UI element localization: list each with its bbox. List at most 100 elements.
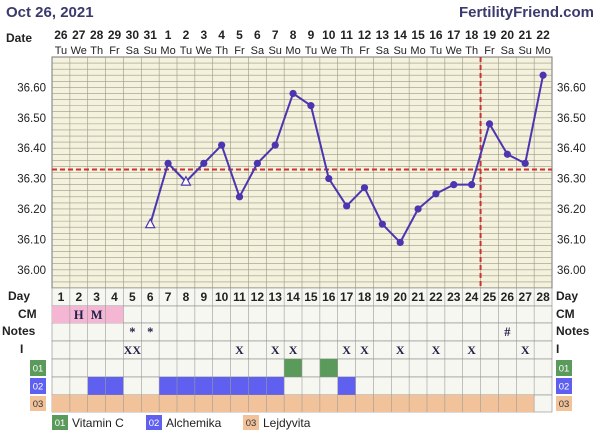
- weekday-label: Th: [215, 45, 228, 57]
- temperature-point: [164, 159, 172, 167]
- date-label: 9: [308, 28, 315, 42]
- weekday-label: Su: [518, 45, 531, 57]
- y-tick-label-right: 36.30: [557, 174, 586, 186]
- supplement-cell-03: [52, 395, 70, 412]
- cycle-day-label: 22: [429, 290, 443, 304]
- supplement-cell-03: [266, 395, 285, 412]
- supplement-cell-03: [284, 395, 302, 412]
- date-label: 28: [90, 28, 104, 42]
- date-label: 21: [519, 28, 533, 42]
- supplement-cell-03: [498, 395, 517, 412]
- supplement-cell-03: [516, 395, 535, 412]
- cycle-day-label: 12: [251, 290, 265, 304]
- cycle-day-label: 18: [358, 290, 372, 304]
- cm-cell-pink: [87, 306, 106, 323]
- temperature-axis: 36.00 36.00 36.10 36.10 36.20 36.20 36.30 36.30…: [17, 82, 586, 276]
- legend-id: 03: [246, 418, 257, 429]
- cm-cell-pink: [69, 306, 88, 323]
- temperature-point: [218, 141, 226, 149]
- supplement-cell-03: [302, 395, 320, 412]
- cycle-day-label: 15: [304, 290, 318, 304]
- cycle-day-label: 27: [519, 290, 533, 304]
- supplement-tag-right: [556, 396, 572, 411]
- supplement-cell-03: [177, 395, 195, 412]
- weekday-label: Th: [465, 45, 478, 57]
- weekday-label: Tu: [55, 45, 67, 57]
- i-row-label-right: I: [556, 342, 559, 356]
- supplement-cell-01: [319, 359, 338, 377]
- supplement-cell-03: [105, 395, 124, 412]
- temperature-point: [307, 102, 315, 110]
- supplement-cell-03: [141, 395, 160, 412]
- date-label: 14: [394, 28, 408, 42]
- supplement-tag-right: [556, 378, 572, 394]
- i-row-label-left: I: [20, 342, 23, 356]
- cycle-day-label: 9: [200, 290, 207, 304]
- cycle-day-label: 26: [501, 290, 515, 304]
- date-label: 20: [501, 28, 515, 42]
- supplement-legend: 01 Vitamin C 02 Alchemika 03 Lejdyvita: [52, 415, 311, 430]
- supplement-cell-03: [462, 395, 481, 412]
- y-tick-label-left: 36.40: [17, 143, 46, 155]
- temperature-point: [378, 220, 386, 228]
- intercourse-mark: X: [467, 343, 476, 357]
- cycle-day-label: 13: [269, 290, 283, 304]
- temperature-point: [235, 193, 244, 201]
- date-label: 15: [411, 28, 425, 42]
- weekday-label: Mo: [535, 45, 550, 57]
- cycle-day-label: 25: [483, 290, 497, 304]
- supplement-cell-03: [87, 395, 106, 412]
- date-label: 26: [54, 28, 68, 42]
- weekday-label: Su: [143, 45, 156, 57]
- legend-label: Alchemika: [166, 416, 222, 430]
- cycle-day-label: 14: [286, 290, 300, 304]
- intercourse-mark: X: [271, 343, 280, 357]
- date-label: 29: [108, 28, 122, 42]
- date-label: 22: [536, 28, 550, 42]
- intercourse-mark: X: [432, 343, 441, 357]
- supplement-tag-label: 03: [33, 399, 44, 410]
- temperature-point: [253, 159, 261, 167]
- supplement-cell-03: [248, 395, 267, 412]
- supplement-cell-02: [87, 377, 106, 395]
- supplement-tag-label: 02: [33, 382, 44, 393]
- date-row-label: Date: [6, 31, 32, 45]
- supplement-cell-02: [212, 377, 231, 395]
- supplement-tag-label: 01: [33, 364, 44, 375]
- cycle-day-label: 16: [322, 290, 336, 304]
- y-tick-label-left: 36.20: [17, 204, 46, 216]
- legend-label: Lejdyvita: [263, 416, 311, 430]
- temperature-point: [360, 184, 369, 192]
- date-label: 11: [340, 28, 353, 42]
- legend-swatch: [243, 415, 259, 430]
- supplement-tag-label: 02: [559, 382, 570, 393]
- site-name: FertilityFriend.com: [459, 4, 594, 21]
- date-label: 30: [126, 28, 140, 42]
- temperature-point-open: [180, 175, 192, 186]
- weekday-label: Fr: [109, 45, 120, 57]
- date-label: 4: [218, 28, 225, 42]
- supplement-cell-02: [337, 377, 356, 395]
- supplement-cell-03: [230, 395, 249, 412]
- temperature-point: [432, 190, 440, 198]
- cycle-day-label: 2: [75, 290, 82, 304]
- weekday-label: Mo: [285, 45, 300, 57]
- supplement-cell-03: [69, 395, 88, 412]
- supplement-tag-left: [30, 378, 46, 394]
- legend-swatch: [146, 415, 162, 430]
- date-label: 8: [290, 28, 297, 42]
- temperature-point: [200, 159, 208, 167]
- temperature-point: [396, 238, 404, 247]
- intercourse-mark: X: [396, 343, 405, 357]
- supplement-tag-left: [30, 396, 46, 411]
- cm-mark: H: [74, 308, 84, 322]
- supplement-cell-03: [159, 395, 177, 412]
- cycle-day-label: 5: [129, 290, 136, 304]
- notes-row-label-right: Notes: [556, 324, 590, 338]
- date-label: 3: [200, 28, 207, 42]
- weekday-label: Su: [268, 45, 281, 57]
- weekday-label: Mo: [410, 45, 425, 57]
- date-label: 12: [358, 28, 372, 42]
